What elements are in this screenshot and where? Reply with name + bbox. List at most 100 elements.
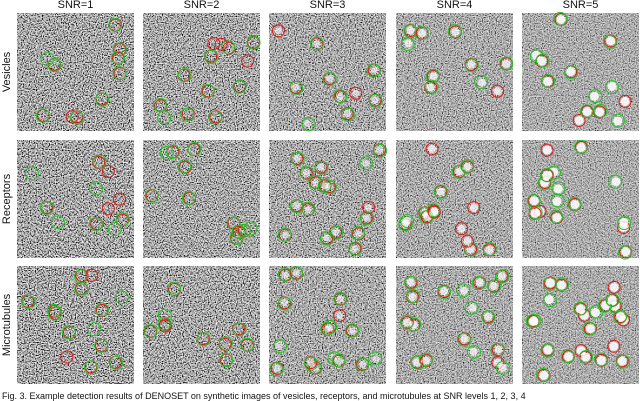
image-panel	[143, 266, 260, 384]
ground-truth-marker	[323, 319, 338, 334]
ground-truth-marker	[21, 295, 36, 310]
ground-truth-marker	[219, 353, 234, 368]
ground-truth-marker	[108, 18, 123, 33]
ground-truth-marker	[613, 309, 628, 324]
ground-truth-marker	[406, 289, 421, 304]
ground-truth-marker	[112, 42, 127, 57]
ground-truth-marker	[39, 200, 54, 215]
ground-truth-marker	[567, 196, 582, 211]
ground-truth-marker	[464, 300, 479, 315]
ground-truth-marker	[593, 104, 608, 119]
ground-truth-marker	[314, 160, 329, 175]
ground-truth-marker	[550, 193, 565, 208]
ground-truth-marker	[608, 174, 623, 189]
ground-truth-marker	[588, 89, 603, 104]
ground-truth-marker	[535, 53, 550, 68]
column-header: SNR=3	[310, 0, 346, 11]
ground-truth-marker	[196, 332, 211, 347]
ground-truth-marker	[114, 290, 129, 305]
ground-truth-marker	[95, 302, 110, 317]
ground-truth-marker	[167, 281, 182, 296]
ground-truth-marker	[525, 314, 540, 329]
ground-truth-marker	[187, 142, 202, 157]
detection-marker	[60, 350, 74, 364]
column-header: SNR=2	[184, 0, 220, 11]
ground-truth-marker	[340, 107, 355, 122]
detection-marker	[607, 280, 621, 294]
ground-truth-marker	[368, 351, 383, 366]
ground-truth-marker	[594, 352, 609, 367]
ground-truth-marker	[83, 360, 98, 375]
ground-truth-marker	[543, 293, 558, 308]
detection-marker	[241, 54, 255, 68]
ground-truth-marker	[309, 36, 324, 51]
detection-marker	[540, 143, 554, 157]
ground-truth-marker	[319, 231, 334, 246]
ground-truth-marker	[573, 301, 588, 316]
detection-marker	[455, 222, 469, 236]
ground-truth-marker	[95, 92, 110, 107]
ground-truth-marker	[424, 79, 439, 94]
ground-truth-marker	[348, 241, 363, 256]
detection-marker	[572, 113, 586, 127]
detection-marker	[425, 142, 439, 156]
detection-marker	[467, 201, 481, 215]
ground-truth-marker	[240, 337, 255, 352]
ground-truth-marker	[456, 283, 471, 298]
ground-truth-marker	[200, 84, 215, 99]
ground-truth-marker	[94, 338, 109, 353]
ground-truth-marker	[47, 57, 62, 72]
ground-truth-marker	[74, 281, 89, 296]
ground-truth-marker	[109, 355, 124, 370]
ground-truth-marker	[218, 336, 233, 351]
ground-truth-marker	[300, 166, 315, 181]
ground-truth-marker	[495, 360, 510, 375]
ground-truth-marker	[232, 79, 247, 94]
ground-truth-marker	[447, 24, 462, 39]
ground-truth-marker	[231, 224, 246, 239]
ground-truth-marker	[88, 216, 103, 231]
ground-truth-marker	[322, 72, 337, 87]
detection-marker	[460, 234, 474, 248]
ground-truth-marker	[564, 65, 579, 80]
ground-truth-marker	[177, 68, 192, 83]
column-header: SNR=4	[437, 0, 473, 11]
ground-truth-marker	[307, 360, 322, 375]
ground-truth-marker	[232, 322, 247, 337]
ground-truth-marker	[115, 212, 130, 227]
ground-truth-marker	[159, 146, 174, 161]
ground-truth-marker	[144, 188, 159, 203]
image-panel	[522, 11, 639, 131]
ground-truth-marker	[208, 110, 223, 125]
ground-truth-marker	[92, 154, 107, 169]
image-panel	[143, 13, 261, 131]
ground-truth-marker	[464, 58, 479, 73]
detection-marker	[362, 200, 376, 214]
ground-truth-marker	[47, 306, 62, 321]
ground-truth-marker	[403, 24, 418, 39]
ground-truth-marker	[579, 349, 594, 364]
ground-truth-marker	[400, 213, 415, 228]
ground-truth-marker	[304, 356, 319, 371]
detection-marker	[85, 268, 99, 282]
ground-truth-marker	[277, 267, 292, 282]
ground-truth-marker	[366, 63, 381, 78]
detection-marker	[333, 309, 347, 323]
ground-truth-marker	[350, 225, 365, 240]
ground-truth-marker	[24, 166, 39, 181]
detection-marker	[101, 164, 115, 178]
detection-marker	[491, 84, 505, 98]
ground-truth-marker	[308, 174, 323, 189]
image-panel	[522, 266, 639, 384]
ground-truth-marker	[157, 308, 172, 323]
ground-truth-marker	[236, 223, 251, 238]
ground-truth-marker	[617, 216, 632, 231]
ground-truth-marker	[526, 193, 541, 208]
ground-truth-marker	[555, 277, 570, 292]
ground-truth-marker	[86, 322, 101, 337]
ground-truth-marker	[582, 321, 597, 336]
ground-truth-marker	[290, 151, 305, 166]
ground-truth-marker	[143, 324, 158, 339]
ground-truth-marker	[180, 107, 195, 122]
